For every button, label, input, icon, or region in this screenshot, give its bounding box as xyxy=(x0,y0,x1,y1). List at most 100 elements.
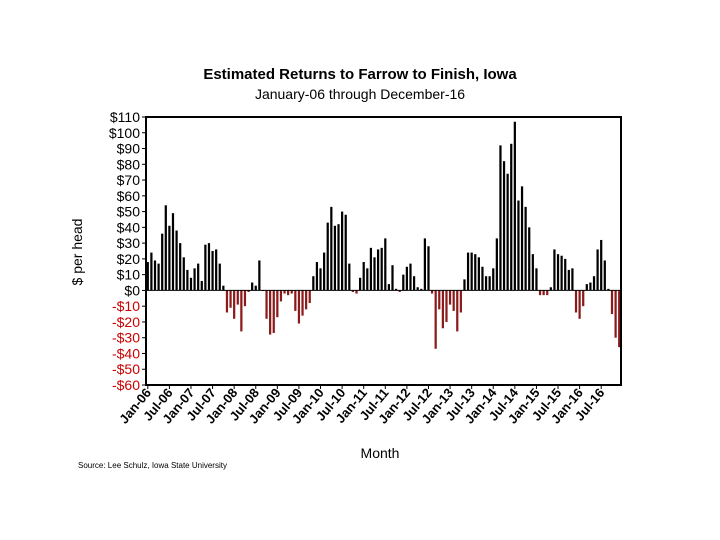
bar xyxy=(312,276,315,291)
bar xyxy=(574,290,578,313)
y-tick-label: -$20 xyxy=(112,314,140,330)
bar xyxy=(528,227,531,291)
bar xyxy=(222,285,225,291)
bar xyxy=(603,260,606,291)
bar xyxy=(276,290,279,318)
source-note: Source: Lee Schulz, Iowa State Universit… xyxy=(78,461,227,470)
bar xyxy=(531,254,534,291)
bar xyxy=(319,268,322,291)
bar xyxy=(251,282,254,291)
bar xyxy=(452,290,455,311)
bar xyxy=(434,290,437,349)
bar xyxy=(607,288,610,291)
bar xyxy=(215,249,218,291)
bar xyxy=(427,246,430,291)
bar xyxy=(560,255,563,291)
y-tick-label: $80 xyxy=(117,156,141,172)
bar xyxy=(423,238,426,291)
bar xyxy=(146,262,149,291)
bar xyxy=(197,263,200,291)
y-tick-label: $70 xyxy=(117,172,141,188)
bar xyxy=(236,290,239,305)
bar xyxy=(556,254,560,291)
bar xyxy=(405,266,408,291)
bar xyxy=(466,252,470,291)
bar xyxy=(398,290,401,292)
bar xyxy=(553,249,556,291)
bar xyxy=(366,268,369,291)
bar xyxy=(549,287,552,291)
bar xyxy=(578,290,581,319)
bar xyxy=(373,257,376,291)
bar-series xyxy=(146,121,621,349)
bar xyxy=(600,239,603,291)
bar xyxy=(596,249,599,291)
bar xyxy=(254,285,257,291)
bar xyxy=(416,287,419,291)
bar xyxy=(456,290,459,332)
y-tick-label: -$60 xyxy=(112,377,140,393)
bar xyxy=(218,263,221,291)
x-axis-label: Month xyxy=(360,445,400,461)
bar xyxy=(351,290,355,292)
y-tick-label: $20 xyxy=(117,251,141,267)
bar xyxy=(513,121,516,291)
bar xyxy=(445,290,448,322)
bar xyxy=(506,173,509,291)
bar xyxy=(168,225,171,291)
bar xyxy=(585,284,588,291)
bar xyxy=(582,290,585,307)
bar xyxy=(341,211,344,291)
bar xyxy=(492,268,495,291)
bar xyxy=(269,290,272,335)
bar xyxy=(488,276,491,291)
bar xyxy=(384,238,387,291)
y-tick-label: -$50 xyxy=(112,361,140,377)
bar xyxy=(542,290,545,296)
bar xyxy=(229,290,232,308)
bar xyxy=(430,290,434,294)
bar xyxy=(171,213,175,291)
bar xyxy=(243,290,247,307)
bar xyxy=(510,143,513,291)
bar xyxy=(247,290,250,292)
y-tick-label: $110 xyxy=(110,109,140,125)
bar xyxy=(323,252,326,291)
bar xyxy=(157,263,160,291)
bar xyxy=(387,284,391,291)
y-tick-label: $0 xyxy=(124,282,140,298)
bar xyxy=(258,260,261,291)
y-tick-label: $40 xyxy=(117,219,141,235)
bar xyxy=(481,266,484,291)
y-tick-label: -$10 xyxy=(112,298,140,314)
bar xyxy=(330,206,333,291)
y-tick-label: $50 xyxy=(117,204,141,220)
bar xyxy=(567,269,570,291)
bar xyxy=(337,224,340,291)
bar xyxy=(441,290,444,329)
x-axis-ticks: Jan-06Jul-06Jan-07Jul-07Jan-08Jul-08Jan-… xyxy=(116,385,607,427)
bar xyxy=(283,290,286,294)
bar xyxy=(225,290,229,313)
bar xyxy=(535,268,538,291)
y-tick-label: $30 xyxy=(117,235,141,251)
bar xyxy=(618,290,621,348)
bar xyxy=(179,243,182,291)
y-tick-label: $90 xyxy=(117,141,141,157)
bar xyxy=(394,288,398,291)
bar xyxy=(362,262,365,291)
y-tick-label: -$40 xyxy=(112,345,140,361)
bar xyxy=(376,249,380,291)
y-axis-label: $ per head xyxy=(69,218,85,286)
bar xyxy=(240,290,243,332)
bar xyxy=(484,276,488,291)
bar xyxy=(448,290,452,305)
chart-subtitle: January-06 through December-16 xyxy=(254,86,466,102)
bar xyxy=(438,290,441,310)
bar xyxy=(272,290,275,333)
bar xyxy=(420,288,423,291)
bar xyxy=(326,222,329,291)
bar xyxy=(358,277,362,291)
bar xyxy=(150,252,153,291)
